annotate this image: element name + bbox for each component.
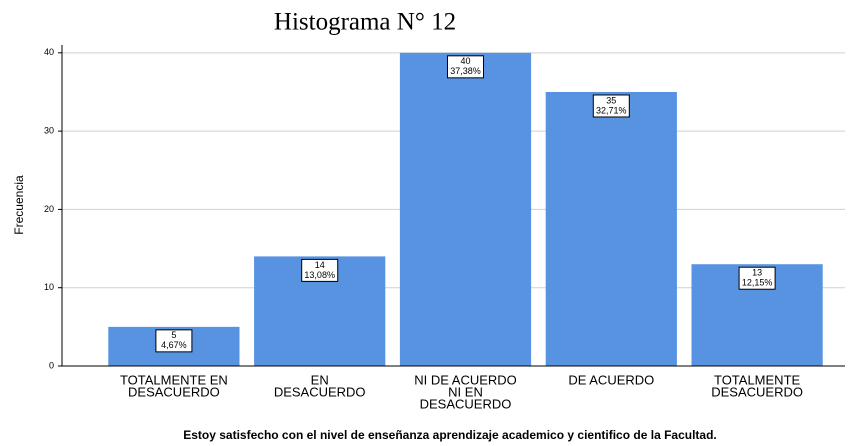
value-label-box [447,55,484,79]
value-label: 35 [606,95,616,105]
percentage-label: 37,38% [450,66,481,76]
value-label: 5 [171,330,176,340]
x-tick-label: DESACUERDO [420,396,512,411]
value-label: 40 [460,56,470,66]
value-label-box [301,258,339,282]
x-tick-label: DESACUERDO [711,384,803,399]
x-tick-label: DE ACUERDO [568,372,654,387]
x-axis-title: Estoy satisfecho con el nivel de enseñan… [183,428,717,442]
bar [399,52,532,366]
value-label-box [155,329,193,353]
chart-title: Histograma N° 12 [274,9,456,36]
y-tick-label: 20 [44,204,54,214]
x-tick-label: EN [311,372,329,387]
bar [545,91,677,366]
percentage-label: 12,15% [742,278,773,288]
value-label-box [592,94,630,118]
percentage-label: 32,71% [596,105,627,115]
x-tick-label: DESACUERDO [274,384,366,399]
y-tick-label: 10 [44,282,54,292]
x-tick-label: DESACUERDO [128,384,220,399]
y-axis-title: Frecuencia [12,175,26,235]
y-tick-label: 30 [44,125,54,135]
y-tick-label: 0 [49,360,54,370]
value-label: 14 [315,260,325,270]
x-tick-label: TOTALMENTE [714,372,801,387]
value-label-box [738,266,776,290]
x-tick-label: TOTALMENTE EN [120,372,228,387]
x-tick-label: NI DE ACUERDO [414,372,517,387]
x-tick-label: NI EN [448,384,483,399]
percentage-label: 4,67% [161,340,187,350]
value-label: 13 [752,268,762,278]
y-tick-label: 40 [44,47,54,57]
percentage-label: 13,08% [304,270,335,280]
